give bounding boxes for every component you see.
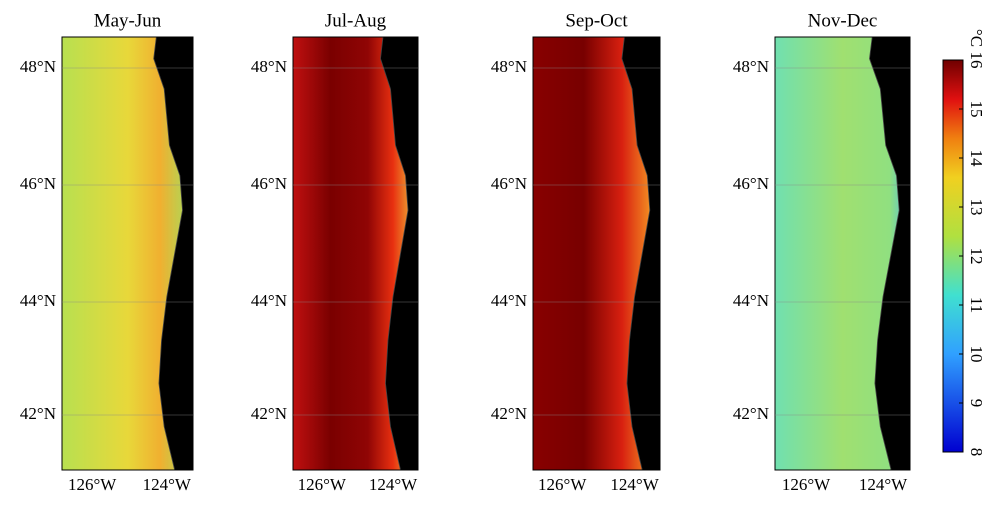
panel-frame: [532, 36, 661, 471]
lon-label: 126°W: [68, 475, 117, 494]
coastline: [869, 36, 900, 471]
panel-frame: [61, 36, 194, 471]
lat-label: 44°N: [733, 291, 769, 310]
lon-label: 124°W: [369, 475, 418, 494]
lat-label: 48°N: [491, 57, 527, 76]
land: [153, 37, 193, 470]
lat-label: 44°N: [20, 291, 56, 310]
coastline: [380, 36, 409, 471]
panel-title: Nov-Dec: [808, 10, 878, 31]
panel-frame: [292, 36, 419, 471]
lon-label: 126°W: [298, 475, 347, 494]
land: [380, 37, 418, 470]
land: [869, 37, 910, 470]
lat-label: 42°N: [251, 404, 287, 423]
colorbar-unit: °C: [967, 29, 986, 47]
colorbar-tick-label: 8: [967, 448, 986, 457]
panel-frame: [774, 36, 911, 471]
colorbar-tick-label: 15: [967, 101, 986, 118]
lon-label: 124°W: [143, 475, 192, 494]
lon-label: 124°W: [859, 475, 908, 494]
lat-label: 46°N: [491, 174, 527, 193]
panel-title: Jul-Aug: [325, 10, 387, 31]
colorbar-tick-label: 14: [967, 150, 986, 168]
lat-label: 44°N: [491, 291, 527, 310]
lat-label: 48°N: [20, 57, 56, 76]
colorbar: 8 9 10 11 12 13 14 15 16 °C: [942, 29, 986, 457]
colorbar-tick-label: 13: [967, 199, 986, 216]
map-panels: May-Jun 48°N 46°N 44°N 42°N 126°W 124°W Jul-Aug…: [20, 10, 911, 494]
coastline: [153, 36, 183, 471]
lon-label: 126°W: [782, 475, 831, 494]
lon-label: 124°W: [610, 475, 659, 494]
panel-title: Sep-Oct: [565, 10, 628, 31]
colorbar-tick-label: 9: [967, 399, 986, 408]
lat-label: 46°N: [251, 174, 287, 193]
land: [621, 37, 660, 470]
colorbar-tick-label: 10: [967, 346, 986, 363]
lat-label: 46°N: [20, 174, 56, 193]
lat-label: 48°N: [251, 57, 287, 76]
lat-label: 42°N: [733, 404, 769, 423]
lon-label: 126°W: [538, 475, 587, 494]
lat-label: 46°N: [733, 174, 769, 193]
coastline: [621, 36, 651, 471]
lat-label: 42°N: [20, 404, 56, 423]
lat-label: 44°N: [251, 291, 287, 310]
lat-label: 48°N: [733, 57, 769, 76]
lat-label: 42°N: [491, 404, 527, 423]
panel-title: May-Jun: [94, 10, 162, 31]
colorbar-tick-label: 12: [967, 248, 986, 265]
colorbar-tick-label: 16: [967, 52, 986, 69]
colorbar-tick-label: 11: [967, 297, 986, 313]
